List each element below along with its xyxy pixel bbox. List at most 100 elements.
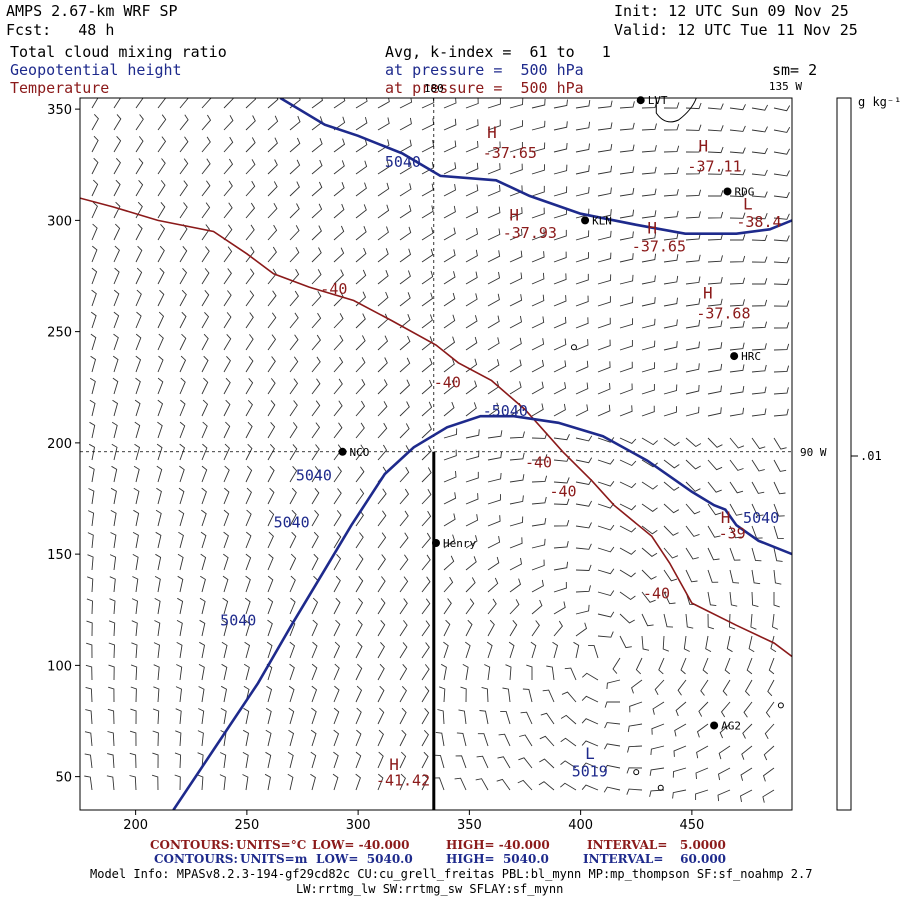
wind-barb: [626, 788, 643, 795]
wind-barb: [597, 252, 612, 263]
wind-barb: [465, 315, 478, 329]
wind-barb: [465, 577, 476, 593]
wind-barb: [443, 336, 456, 351]
wind-barb: [740, 789, 753, 802]
wind-barb: [597, 165, 613, 175]
wind-barb: [399, 664, 408, 681]
wind-barb: [421, 598, 431, 615]
field-temp-title: Temperature: [10, 79, 110, 97]
wind-barb: [399, 423, 410, 439]
wind-barb: [135, 158, 144, 175]
wind-barb: [157, 245, 165, 263]
station-label: Henry: [443, 537, 476, 550]
wind-barb: [157, 158, 166, 175]
wind-barb: [399, 292, 411, 307]
wind-barb: [685, 569, 698, 583]
wind-barb: [641, 613, 654, 627]
wind-barb: [619, 296, 634, 307]
wind-barb: [267, 334, 277, 351]
wind-barb: [399, 379, 411, 395]
wind-barb: [152, 708, 160, 725]
wind-barb: [575, 435, 593, 442]
wind-barb: [310, 773, 316, 791]
wind-barb: [223, 268, 232, 285]
wind-barb: [606, 679, 621, 690]
wind-barb: [509, 337, 522, 351]
wind-barb: [729, 212, 746, 219]
wind-barb: [245, 312, 254, 329]
wind-barb: [728, 613, 736, 630]
wind-barb: [773, 235, 790, 242]
wind-barb: [333, 575, 341, 593]
wind-barb: [443, 513, 456, 527]
wind-barb: [135, 289, 142, 307]
wind-barb: [267, 619, 273, 637]
field-height-title: Geopotential height: [10, 61, 182, 79]
wind-barb: [244, 641, 251, 659]
wind-barb: [109, 576, 116, 593]
wind-barb: [773, 192, 790, 199]
wind-barb: [729, 591, 738, 607]
wind-barb: [333, 247, 345, 263]
wind-barb: [333, 98, 346, 109]
wind-barb: [553, 434, 570, 441]
wind-barb: [627, 723, 643, 733]
temperature-value-label: -37.68: [696, 304, 750, 322]
wind-barb: [377, 729, 384, 747]
wind-barb: [311, 619, 318, 637]
wind-barb: [421, 686, 430, 703]
wind-barb: [109, 598, 116, 615]
height-contour-label: 5040: [743, 509, 779, 527]
wind-barb: [553, 541, 569, 549]
wind-barb: [531, 359, 545, 373]
wind-barb: [707, 547, 720, 561]
wind-barb: [201, 377, 209, 395]
wind-barb: [311, 597, 319, 615]
wind-barb: [597, 459, 615, 465]
wind-barb: [197, 730, 204, 747]
x-tick-label: 200: [123, 818, 148, 833]
y-tick-label: 350: [47, 103, 72, 118]
wind-barb: [604, 743, 621, 750]
wind-barb: [707, 103, 724, 110]
wind-barb: [179, 289, 187, 307]
wind-barb: [707, 168, 724, 175]
wind-barb: [333, 685, 340, 703]
wind-barb: [707, 437, 723, 448]
wind-barb: [311, 159, 323, 175]
station-dot: [338, 447, 347, 456]
wind-barb: [553, 620, 563, 637]
temperature-value-label: -37.11: [687, 157, 741, 175]
wind-barb: [132, 554, 139, 571]
wind-barb: [707, 525, 721, 538]
wind-barb: [581, 762, 599, 769]
wind-barb: [201, 290, 210, 307]
wind-barb: [465, 598, 475, 615]
wind-barb: [597, 631, 614, 638]
wind-barb: [729, 547, 741, 561]
wind-barb: [663, 591, 676, 605]
wind-barb: [509, 599, 520, 615]
wind-barb: [465, 140, 479, 153]
wind-barb: [223, 421, 231, 439]
wind-barb: [88, 510, 95, 527]
wind-barb: [84, 753, 93, 769]
wind-barb: [153, 686, 160, 703]
wind-barb: [498, 733, 511, 747]
wind-barb: [762, 767, 775, 782]
wind-barb: [553, 295, 567, 307]
wind-barb: [443, 184, 456, 197]
wind-barb: [773, 387, 789, 395]
wind-barb: [377, 773, 384, 791]
wind-barb: [355, 444, 365, 461]
temperature-value-label: -40: [549, 482, 576, 500]
wind-barb: [487, 515, 501, 527]
wind-barb: [702, 657, 709, 675]
wind-barb: [553, 251, 567, 263]
wind-barb: [465, 271, 478, 285]
wind-barb: [465, 619, 473, 637]
wind-barb: [133, 509, 140, 527]
wind-barb: [437, 709, 445, 725]
wind-barb: [553, 121, 568, 131]
wind-barb: [443, 428, 458, 439]
